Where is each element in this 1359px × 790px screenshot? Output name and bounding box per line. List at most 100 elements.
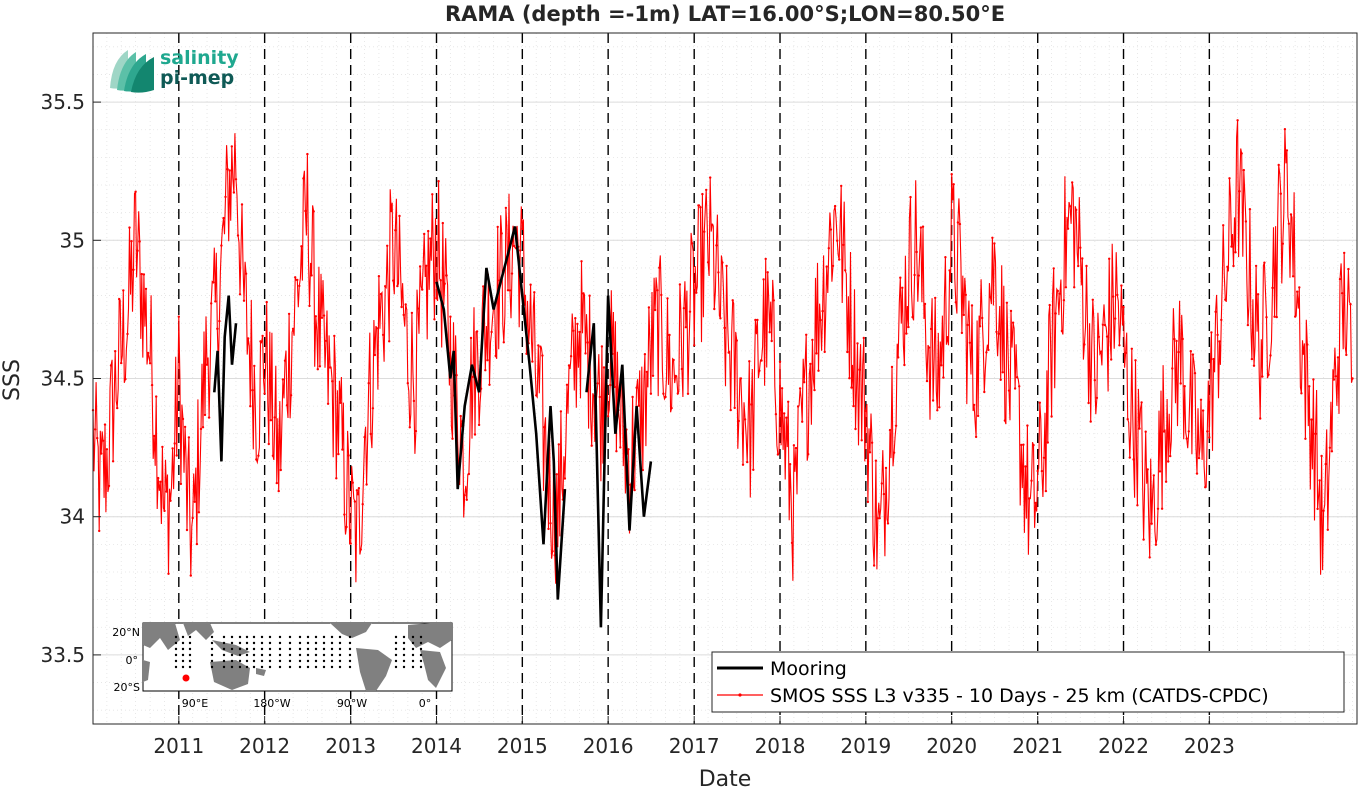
- smos-point: [163, 509, 166, 513]
- smos-point: [539, 345, 542, 348]
- smos-point: [678, 283, 682, 286]
- smos-point: [725, 264, 728, 268]
- smos-point: [406, 382, 409, 385]
- smos-point: [304, 209, 307, 213]
- smos-point: [602, 366, 606, 369]
- smos-point: [840, 184, 843, 188]
- smos-point: [844, 269, 847, 272]
- smos-point: [249, 405, 252, 408]
- smos-point: [1343, 251, 1346, 255]
- inset-dot: [230, 665, 234, 669]
- smos-point: [1298, 286, 1301, 289]
- smos-point: [494, 354, 497, 358]
- smos-point: [273, 416, 276, 419]
- inset-dot: [238, 653, 242, 657]
- smos-point: [989, 296, 992, 299]
- smos-point: [1275, 315, 1278, 319]
- inset-dot: [252, 665, 256, 669]
- smos-point: [234, 178, 238, 181]
- smos-point: [1140, 401, 1143, 404]
- smos-point: [1281, 242, 1285, 245]
- inset-dot: [411, 653, 415, 657]
- inset-dot: [230, 653, 234, 657]
- smos-point: [787, 400, 790, 403]
- smos-point: [369, 432, 372, 436]
- inset-dot: [411, 665, 415, 669]
- smos-point: [1244, 220, 1248, 223]
- smos-point: [576, 322, 579, 326]
- inset-dot: [306, 659, 310, 663]
- smos-point: [1150, 522, 1153, 525]
- smos-point: [972, 403, 976, 407]
- smos-point: [892, 451, 896, 454]
- smos-point: [850, 386, 853, 389]
- smos-point: [1144, 430, 1147, 433]
- smos-point: [203, 413, 207, 417]
- smos-point: [983, 390, 986, 394]
- smos-point: [216, 327, 219, 330]
- smos-point: [1156, 507, 1160, 510]
- smos-point: [848, 377, 851, 380]
- smos-point: [1128, 456, 1132, 459]
- smos-point: [899, 276, 902, 279]
- smos-point: [664, 395, 667, 399]
- smos-point: [103, 423, 107, 426]
- smos-point: [872, 564, 876, 567]
- smos-point: [897, 356, 900, 359]
- inset-map: 20°N 0° 20°S 90°E 180°W 90°W 0°: [112, 622, 453, 710]
- x-tick-label: 2014: [411, 734, 462, 758]
- smos-point: [361, 503, 364, 506]
- smos-point: [1204, 486, 1207, 489]
- smos-point: [676, 392, 679, 395]
- smos-point: [289, 394, 293, 397]
- smos-point: [502, 341, 505, 344]
- smos-point: [801, 420, 804, 423]
- smos-point: [1167, 460, 1170, 463]
- smos-point: [936, 409, 939, 412]
- smos-point: [484, 369, 487, 372]
- inset-dot: [338, 641, 342, 645]
- smos-point: [737, 419, 740, 423]
- smos-point: [711, 223, 714, 226]
- smos-point: [1071, 181, 1074, 184]
- smos-point: [449, 315, 452, 318]
- smos-point: [427, 229, 430, 233]
- smos-point: [766, 271, 769, 274]
- smos-point: [373, 353, 377, 357]
- smos-point: [1291, 275, 1295, 278]
- smos-point: [1015, 376, 1019, 379]
- smos-point: [827, 247, 830, 250]
- smos-point: [962, 313, 965, 317]
- inset-dot: [174, 641, 178, 645]
- smos-point: [821, 309, 824, 313]
- smos-point: [355, 489, 359, 492]
- smos-point: [253, 364, 256, 368]
- smos-point: [283, 359, 287, 362]
- inset-dot: [260, 647, 264, 651]
- inset-dot: [402, 659, 406, 663]
- x-tick-label: 2021: [1012, 734, 1063, 758]
- smos-point: [868, 451, 872, 454]
- smos-point: [171, 447, 174, 450]
- smos-point: [674, 374, 677, 378]
- mooring-line: [435, 226, 567, 600]
- smos-point: [416, 307, 420, 310]
- inset-dot: [245, 641, 249, 645]
- smos-point: [894, 424, 898, 427]
- smos-point: [929, 327, 933, 331]
- smos-point: [247, 337, 250, 340]
- smos-point: [752, 468, 755, 471]
- inset-dot: [298, 635, 302, 639]
- inset-dot: [278, 635, 282, 639]
- smos-point: [633, 488, 636, 492]
- smos-point: [746, 460, 749, 464]
- smos-point: [500, 232, 503, 235]
- smos-point: [285, 404, 289, 407]
- inset-dot: [188, 659, 192, 663]
- smos-point: [758, 369, 761, 372]
- smos-point: [792, 444, 796, 447]
- smos-point: [557, 443, 560, 446]
- smos-point: [727, 351, 730, 354]
- smos-point: [130, 240, 133, 243]
- smos-point: [701, 192, 704, 196]
